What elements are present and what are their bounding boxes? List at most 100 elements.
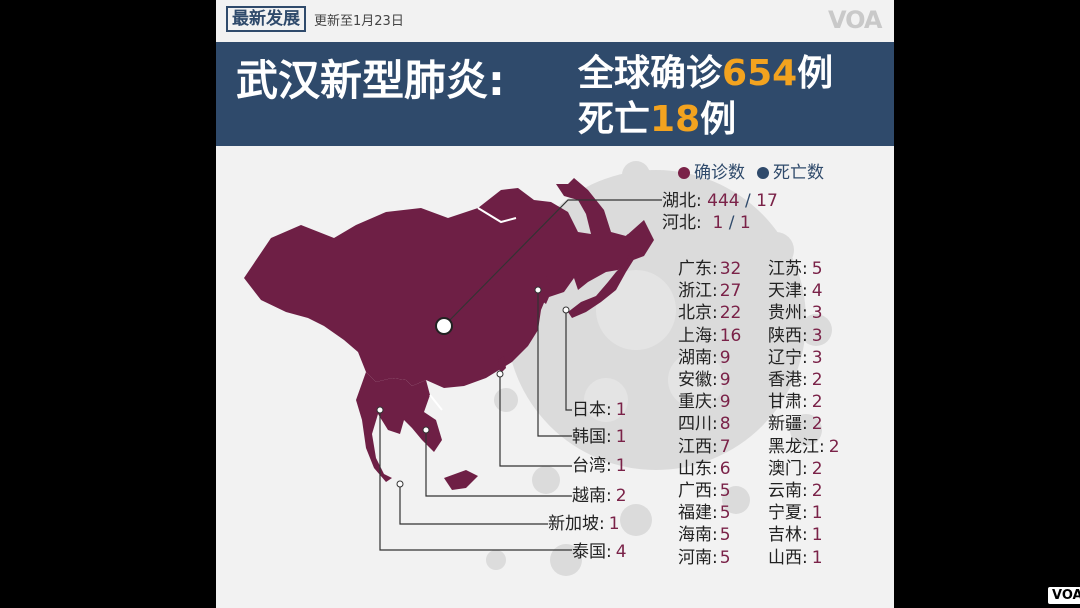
featured-row: 河北: 1 / 1 — [662, 212, 751, 234]
country-item: 韩国: 1 — [572, 426, 627, 448]
item-value: 3 — [811, 325, 823, 346]
infographic: 最新发展 更新至1月23日 VOA 武汉新型肺炎: 全球确诊654例 死亡18例… — [216, 0, 894, 608]
item-value: 27 — [719, 281, 742, 302]
title-confirmed-number: 654 — [722, 53, 798, 94]
item-name: 陕西: — [768, 325, 808, 346]
list-item: 云南: 2 — [768, 480, 823, 502]
item-value: 9 — [719, 392, 731, 413]
item-name: 宁夏: — [768, 503, 808, 524]
list-item: 天津: 4 — [768, 280, 823, 302]
featured-deaths: 1 — [739, 213, 751, 233]
deaths-dot-icon — [757, 167, 769, 179]
item-value: 5 — [719, 547, 731, 568]
list-item: 江西: 7 — [678, 436, 731, 458]
featured-row: 湖北: 444 / 17 — [662, 190, 778, 212]
taiwan-shape — [498, 356, 506, 374]
featured-name: 河北: — [662, 213, 702, 233]
list-item: 陕西: 3 — [768, 325, 823, 347]
featured-deaths: 17 — [756, 191, 778, 211]
map-borders — [429, 207, 517, 411]
item-name: 黑龙江: — [768, 436, 825, 457]
list-item: 河南: 5 — [678, 547, 731, 569]
title-banner: 武汉新型肺炎: 全球确诊654例 死亡18例 — [216, 42, 894, 146]
item-name: 山西: — [768, 547, 808, 568]
country-item: 日本: 1 — [572, 399, 627, 421]
item-value: 1 — [811, 547, 823, 568]
voa-logo: VOA — [828, 6, 882, 34]
list-item: 广西: 5 — [678, 480, 731, 502]
korea-shape — [536, 276, 552, 304]
legend-confirmed-label: 确诊数 — [694, 163, 745, 183]
list-item: 湖南: 9 — [678, 347, 731, 369]
item-value: 2 — [811, 481, 823, 501]
country-value: 2 — [615, 486, 627, 506]
item-name: 海南: — [678, 525, 718, 546]
list-item: 海南: 5 — [678, 524, 731, 546]
country-name: 台湾: — [572, 456, 612, 476]
item-name: 北京: — [678, 303, 718, 324]
item-value: 5 — [719, 503, 731, 524]
list-item: 江苏: 5 — [768, 258, 823, 280]
item-name: 安徽: — [678, 370, 718, 390]
list-item: 吉林: 1 — [768, 524, 823, 546]
borneo-shape — [444, 470, 478, 490]
japan-shape — [568, 234, 636, 318]
item-name: 澳门: — [768, 458, 808, 479]
location-markers — [376, 286, 570, 488]
country-item: 越南: 2 — [572, 485, 627, 507]
confirmed-dot-icon — [678, 167, 690, 179]
title-main: 武汉新型肺炎: — [236, 56, 505, 105]
country-item: 泰国: 4 — [572, 541, 627, 563]
item-name: 湖南: — [678, 347, 718, 368]
item-name: 江苏: — [768, 259, 808, 279]
item-value: 5 — [811, 259, 823, 279]
title-confirmed: 全球确诊654例 — [578, 52, 833, 96]
list-item: 四川: 8 — [678, 413, 731, 435]
country-name: 韩国: — [572, 427, 612, 447]
list-item: 浙江: 27 — [678, 280, 741, 302]
featured-separator: / — [739, 191, 757, 211]
list-item: 广东: 32 — [678, 258, 741, 280]
country-value: 4 — [615, 542, 627, 562]
list-item: 上海: 16 — [678, 325, 741, 347]
country-name: 泰国: — [572, 542, 612, 562]
list-item: 新疆: 2 — [768, 413, 823, 435]
item-value: 2 — [811, 414, 823, 435]
item-value: 9 — [719, 347, 731, 368]
item-name: 天津: — [768, 281, 808, 302]
list-item: 重庆: 9 — [678, 391, 731, 413]
item-value: 1 — [811, 525, 823, 546]
item-name: 贵州: — [768, 303, 808, 324]
item-name: 辽宁: — [768, 347, 808, 368]
item-name: 四川: — [678, 414, 718, 435]
latest-news-tag: 最新发展 — [226, 6, 306, 32]
top-bar: 最新发展 更新至1月23日 — [226, 6, 404, 32]
country-value: 1 — [608, 514, 620, 534]
item-name: 福建: — [678, 503, 718, 524]
list-item: 宁夏: 1 — [768, 502, 823, 524]
corner-voa-badge: VOA — [1048, 587, 1080, 604]
country-name: 日本: — [572, 400, 612, 420]
item-name: 广西: — [678, 481, 718, 501]
country-name: 越南: — [572, 486, 612, 506]
item-value: 4 — [811, 281, 823, 302]
item-value: 2 — [811, 392, 823, 413]
country-item: 台湾: 1 — [572, 455, 627, 477]
featured-separator: / — [723, 213, 740, 233]
legend: 确诊数 死亡数 — [678, 158, 824, 183]
item-value: 16 — [719, 325, 742, 346]
title-confirmed-prefix: 全球确诊 — [578, 53, 723, 94]
item-name: 河南: — [678, 547, 718, 568]
title-deaths-prefix: 死亡 — [578, 99, 651, 140]
item-value: 22 — [719, 303, 742, 324]
list-item: 贵州: 3 — [768, 302, 823, 324]
item-name: 江西: — [678, 436, 718, 457]
item-name: 香港: — [768, 370, 808, 390]
country-value: 1 — [615, 427, 627, 447]
list-item: 山东: 6 — [678, 458, 731, 480]
title-confirmed-suffix: 例 — [797, 53, 834, 94]
item-name: 甘肃: — [768, 392, 808, 413]
item-value: 2 — [828, 436, 840, 457]
list-item: 黑龙江: 2 — [768, 436, 840, 458]
hubei-marker-icon — [435, 317, 453, 335]
